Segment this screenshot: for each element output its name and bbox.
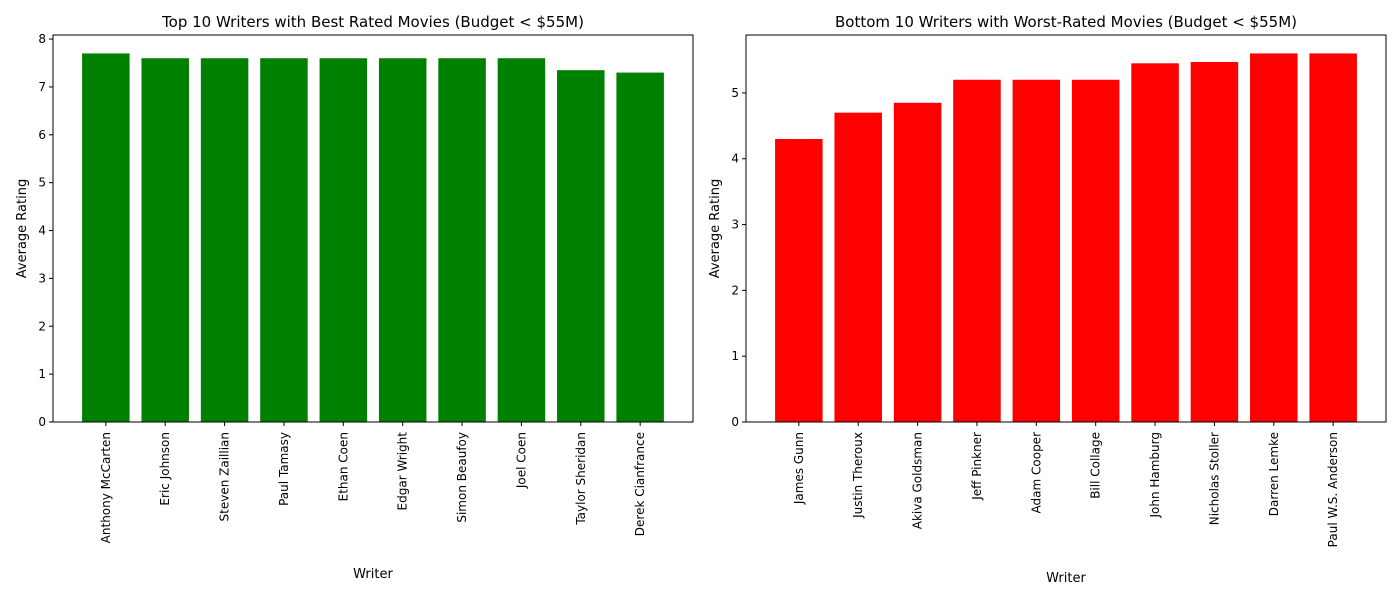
bar-nicholas-stoller (1190, 61, 1239, 422)
y-tick-label: 1 (731, 349, 739, 363)
y-axis-ticks: 0 1 2 3 4 5 (731, 86, 746, 429)
y-tick-label: 1 (38, 367, 46, 381)
bar-joel-coen (497, 58, 546, 422)
bar-akiva-goldsman (893, 102, 942, 422)
x-tick-label: James Gunn (792, 432, 806, 505)
x-tick-label: Adam Cooper (1029, 432, 1043, 514)
bars-group (775, 53, 1357, 423)
x-tick-label: Steven Zaillian (218, 432, 232, 521)
bar-ethan-coen (319, 58, 368, 422)
bar-adam-cooper (1012, 79, 1061, 422)
x-tick-label: Justin Theroux (851, 432, 865, 519)
x-tick-label: Eric Johnson (158, 432, 172, 506)
y-tick-label: 5 (731, 86, 739, 100)
bar-edgar-wright (378, 58, 427, 422)
bar-darren-lemke (1250, 53, 1298, 423)
y-axis-ticks: 0 1 2 3 4 5 6 7 8 (38, 32, 53, 429)
bar-steven-zaillian (200, 58, 249, 422)
y-axis-label: Average Rating (15, 179, 30, 278)
x-tick-label: Paul W.S. Anderson (1326, 432, 1340, 547)
x-tick-label: Akiva Goldsman (911, 432, 925, 529)
y-tick-label: 5 (38, 176, 46, 190)
y-tick-label: 3 (731, 218, 739, 232)
chart-top-writers: Top 10 Writers with Best Rated Movies (B… (15, 13, 694, 582)
bar-justin-theroux (834, 112, 882, 422)
x-tick-label: Bill Collage (1089, 432, 1103, 499)
bar-simon-beaufoy (438, 58, 486, 422)
x-tick-label: Anthony McCarten (99, 432, 113, 543)
x-tick-label: Darren Lemke (1267, 432, 1281, 516)
x-axis-label: Writer (1046, 571, 1086, 586)
x-tick-label: Jeff Pinkner (970, 432, 984, 501)
y-tick-label: 2 (731, 283, 739, 297)
x-axis-ticks: James Gunn Justin Theroux Akiva Goldsman Je… (792, 422, 1340, 547)
x-tick-label: Taylor Sheridan (574, 432, 588, 526)
x-tick-label: Paul Tamasy (277, 432, 291, 506)
y-tick-label: 4 (38, 224, 46, 238)
bar-john-hamburg (1131, 63, 1179, 423)
chart-title: Top 10 Writers with Best Rated Movies (B… (161, 13, 584, 31)
axes-frame (52, 34, 694, 423)
bar-jeff-pinkner (953, 79, 1001, 422)
y-tick-label: 8 (38, 32, 46, 46)
chart-bottom-writers: Bottom 10 Writers with Worst-Rated Movie… (708, 13, 1387, 586)
x-tick-label: Joel Coen (514, 432, 528, 489)
y-tick-label: 4 (731, 152, 739, 166)
y-tick-label: 6 (38, 128, 46, 142)
bar-derek-cianfrance (616, 72, 664, 422)
y-tick-label: 0 (38, 415, 46, 429)
x-tick-label: Ethan Coen (336, 432, 350, 501)
x-tick-label: Simon Beaufoy (455, 432, 469, 523)
bar-paul-w-s-anderson (1309, 53, 1357, 423)
y-tick-label: 0 (731, 415, 739, 429)
bar-james-gunn (775, 138, 823, 423)
x-tick-label: John Hamburg (1148, 432, 1162, 519)
x-axis-ticks: Anthony McCarten Eric Johnson Steven Zaill… (99, 422, 647, 543)
bar-eric-johnson (141, 58, 189, 422)
y-axis-label: Average Rating (708, 179, 723, 278)
y-tick-label: 2 (38, 319, 46, 333)
bars-group (82, 53, 664, 423)
y-tick-label: 3 (38, 271, 46, 285)
chart-title: Bottom 10 Writers with Worst-Rated Movie… (835, 13, 1297, 31)
bar-anthony-mccarten (82, 53, 130, 423)
x-tick-label: Derek Cianfrance (633, 432, 647, 536)
y-tick-label: 7 (38, 80, 46, 94)
x-tick-label: Edgar Wright (396, 432, 410, 511)
axes-frame (745, 34, 1387, 423)
bar-taylor-sheridan (557, 70, 605, 423)
x-axis-label: Writer (353, 567, 393, 582)
x-tick-label: Nicholas Stoller (1207, 432, 1221, 525)
bar-bill-collage (1071, 79, 1120, 422)
bar-paul-tamasy (260, 58, 308, 422)
